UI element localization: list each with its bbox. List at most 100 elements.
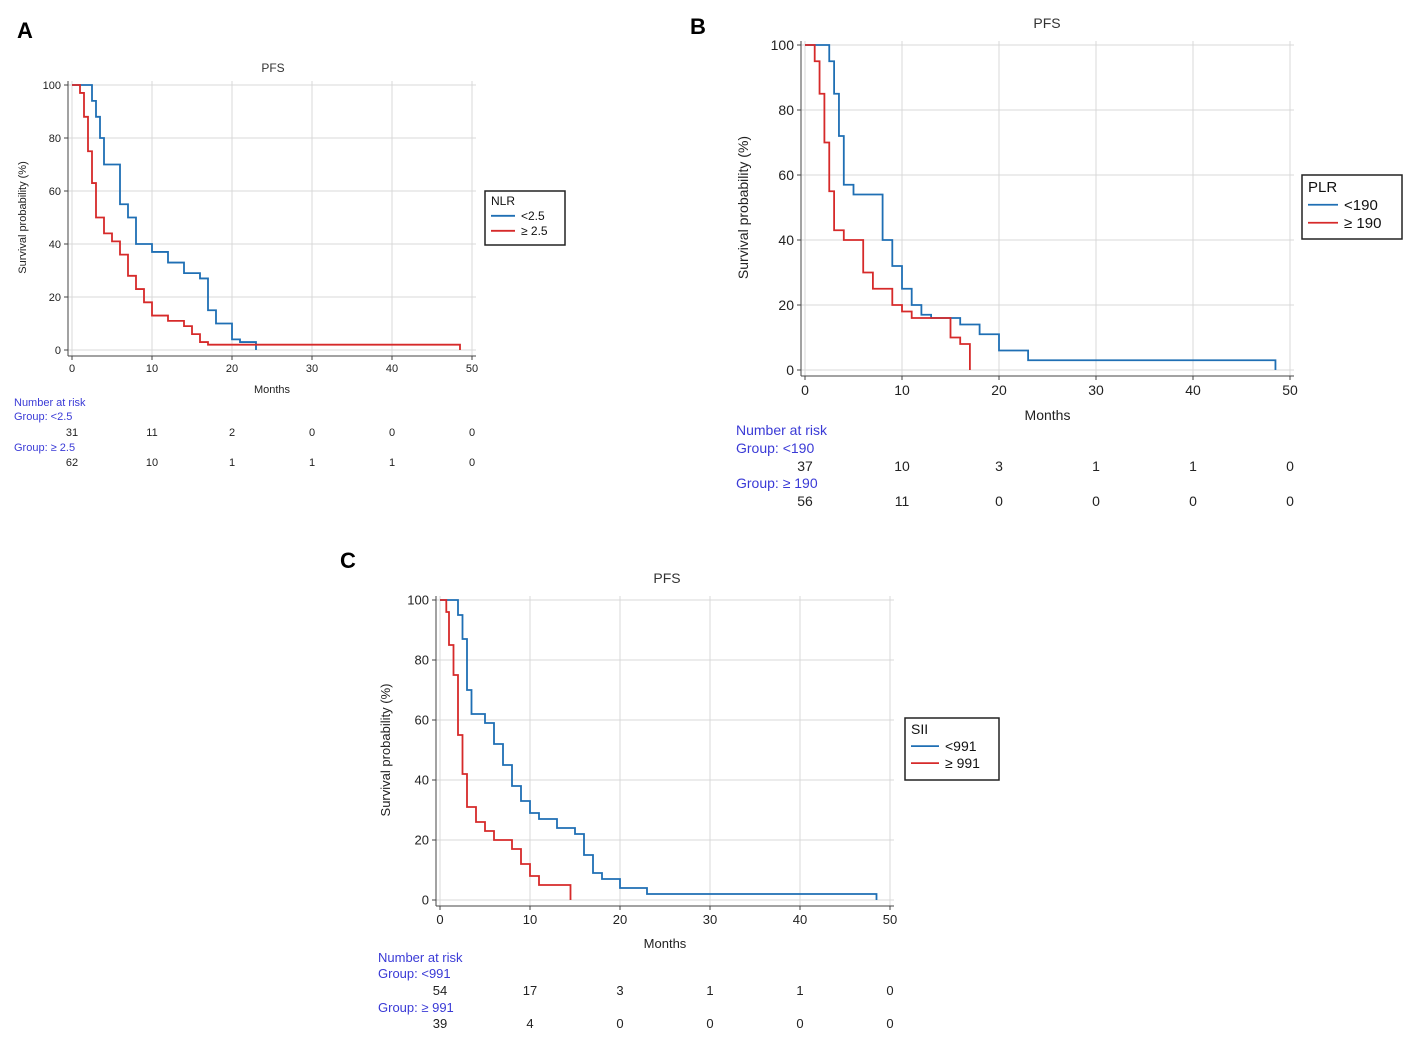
risk-table-header: Number at risk: [14, 397, 86, 409]
y-tick-label: 80: [49, 133, 61, 145]
y-axis-label: Survival probability (%): [17, 161, 29, 273]
legend-entry: <2.5: [521, 209, 545, 223]
y-tick-label: 80: [415, 653, 429, 668]
risk-count: 0: [995, 493, 1003, 509]
risk-count: 62: [66, 457, 78, 469]
risk-count: 0: [616, 1016, 623, 1031]
risk-count: 1: [706, 983, 713, 998]
risk-count: 37: [797, 458, 813, 474]
x-tick-label: 30: [1088, 382, 1104, 398]
risk-count: 10: [894, 458, 910, 474]
x-tick-label: 10: [146, 363, 158, 375]
series-line-low: [805, 44, 1277, 370]
y-tick-label: 0: [786, 362, 794, 378]
y-tick-label: 60: [778, 167, 794, 183]
risk-count: 39: [433, 1016, 447, 1031]
risk-count: 0: [309, 427, 315, 439]
risk-count: 31: [66, 427, 78, 439]
x-tick-label: 0: [801, 382, 809, 398]
y-tick-label: 20: [778, 297, 794, 313]
risk-count: 0: [1286, 493, 1294, 509]
risk-count: 0: [1189, 493, 1197, 509]
risk-count: 10: [146, 457, 158, 469]
panel-letter: A: [17, 18, 33, 43]
risk-count: 1: [1189, 458, 1197, 474]
risk-count: 0: [389, 427, 395, 439]
legend-entry: ≥ 2.5: [521, 224, 548, 238]
legend-box: [1301, 174, 1403, 240]
legend-box: [904, 717, 1000, 781]
y-tick-label: 0: [422, 893, 429, 908]
y-tick-label: 100: [43, 80, 61, 92]
y-tick-label: 40: [778, 232, 794, 248]
panel-letter: B: [690, 14, 706, 39]
legend: PLR <190≥ 190: [1301, 174, 1403, 240]
x-axis-label: Months: [1025, 407, 1071, 423]
risk-group-label: Group: ≥ 190: [736, 475, 818, 491]
legend-entry: <991: [945, 738, 977, 754]
y-tick-label: 60: [49, 186, 61, 198]
risk-count: 17: [523, 983, 537, 998]
x-tick-label: 40: [793, 912, 807, 927]
risk-count: 0: [886, 983, 893, 998]
x-tick-label: 10: [894, 382, 910, 398]
risk-count: 56: [797, 493, 813, 509]
risk-count: 4: [526, 1016, 533, 1031]
risk-count: 0: [469, 457, 475, 469]
risk-count: 11: [895, 493, 910, 509]
risk-count: 11: [146, 427, 157, 439]
x-tick-label: 20: [991, 382, 1007, 398]
x-tick-label: 20: [613, 912, 627, 927]
risk-count: 54: [433, 983, 447, 998]
series-line-low: [72, 84, 257, 350]
y-tick-label: 80: [778, 102, 794, 118]
legend-entry: ≥ 190: [1344, 215, 1381, 232]
panel-letter: C: [340, 548, 356, 573]
risk-count: 0: [1286, 458, 1294, 474]
y-tick-label: 20: [415, 833, 429, 848]
x-axis-label: Months: [644, 936, 687, 951]
legend-title: PLR: [1308, 179, 1337, 196]
legend-title: NLR: [491, 194, 515, 208]
risk-group-label: Group: <991: [378, 966, 451, 981]
chart-title: PFS: [653, 570, 680, 586]
x-tick-label: 50: [1282, 382, 1298, 398]
risk-table-header: Number at risk: [378, 950, 463, 965]
x-tick-label: 30: [703, 912, 717, 927]
risk-count: 0: [796, 1016, 803, 1031]
risk-table-header: Number at risk: [736, 422, 828, 438]
x-tick-label: 10: [523, 912, 537, 927]
risk-count: 1: [389, 457, 395, 469]
chart-title: PFS: [261, 61, 284, 75]
risk-count: 1: [1092, 458, 1100, 474]
y-tick-label: 40: [49, 239, 61, 251]
series-line-low: [440, 599, 878, 900]
x-tick-label: 30: [306, 363, 318, 375]
risk-count: 1: [309, 457, 315, 469]
y-tick-label: 100: [407, 593, 429, 608]
risk-group-label: Group: ≥ 991: [378, 1000, 454, 1015]
risk-count: 3: [616, 983, 623, 998]
y-axis-label: Survival probability (%): [735, 136, 751, 279]
risk-count: 1: [796, 983, 803, 998]
legend-title: SII: [911, 721, 928, 737]
y-tick-label: 20: [49, 292, 61, 304]
x-axis-label: Months: [254, 384, 291, 396]
risk-count: 0: [1092, 493, 1100, 509]
legend: NLR <2.5≥ 2.5: [484, 190, 566, 246]
chart-title: PFS: [1033, 15, 1060, 31]
x-tick-label: 40: [1185, 382, 1201, 398]
series-line-high: [440, 599, 572, 900]
legend-box: [484, 190, 566, 246]
legend-entry: <190: [1344, 197, 1378, 214]
x-tick-label: 20: [226, 363, 238, 375]
y-tick-label: 40: [415, 773, 429, 788]
x-tick-label: 0: [69, 363, 75, 375]
y-tick-label: 100: [771, 37, 795, 53]
